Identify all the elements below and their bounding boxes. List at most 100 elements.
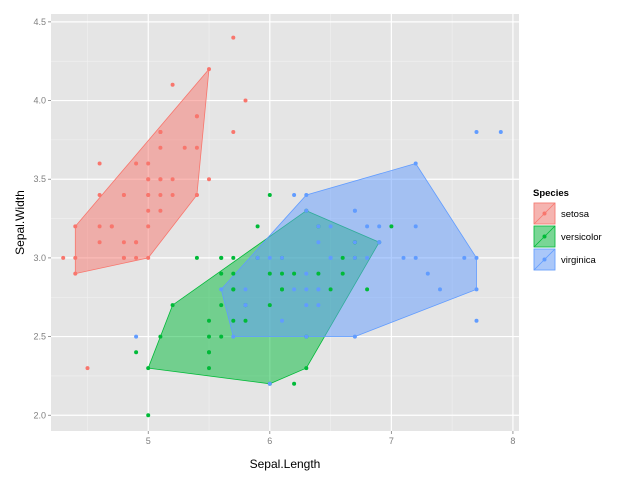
point-versicolor bbox=[316, 271, 321, 276]
point-virginica bbox=[292, 193, 297, 197]
y-tick-label: 3.5 bbox=[33, 174, 46, 184]
point-setosa bbox=[146, 208, 151, 213]
point-versicolor bbox=[231, 271, 236, 276]
point-versicolor bbox=[267, 271, 272, 276]
point-versicolor bbox=[231, 287, 236, 292]
point-setosa bbox=[158, 177, 163, 182]
legend-key-setosa bbox=[532, 201, 557, 226]
point-virginica bbox=[316, 240, 321, 245]
legend-label-setosa: setosa bbox=[561, 209, 590, 220]
point-versicolor bbox=[134, 350, 139, 355]
point-versicolor bbox=[267, 303, 272, 308]
legend-label-versicolor: versicolor bbox=[561, 232, 602, 243]
point-virginica bbox=[352, 240, 357, 245]
point-virginica bbox=[413, 161, 418, 166]
point-setosa bbox=[97, 193, 102, 197]
point-setosa bbox=[97, 161, 102, 166]
data-points bbox=[61, 35, 503, 418]
legend: Species setosa versicolor virginica bbox=[532, 188, 602, 272]
point-versicolor bbox=[207, 366, 211, 371]
point-setosa bbox=[158, 208, 163, 213]
y-axis-ticks: 2.0 2.5 3.0 3.5 4.0 4.5 bbox=[33, 17, 51, 420]
point-setosa bbox=[170, 193, 175, 197]
point-setosa bbox=[109, 224, 114, 229]
point-virginica bbox=[304, 334, 309, 339]
x-axis-title: Sepal.Length bbox=[250, 457, 321, 471]
point-versicolor bbox=[207, 334, 211, 339]
point-versicolor bbox=[158, 334, 163, 339]
point-virginica bbox=[219, 287, 224, 292]
point-setosa bbox=[121, 240, 126, 245]
point-virginica bbox=[365, 224, 370, 229]
point-versicolor bbox=[207, 318, 211, 323]
convex-hulls bbox=[74, 67, 477, 385]
point-virginica bbox=[280, 255, 284, 260]
point-setosa bbox=[231, 130, 236, 134]
point-versicolor bbox=[207, 350, 211, 355]
point-virginica bbox=[243, 287, 248, 292]
point-setosa bbox=[146, 255, 151, 260]
point-virginica bbox=[267, 381, 272, 386]
point-virginica bbox=[304, 193, 309, 197]
legend-label-virginica: virginica bbox=[561, 255, 597, 266]
point-virginica bbox=[328, 255, 333, 260]
point-versicolor bbox=[365, 287, 370, 292]
x-tick-label: 7 bbox=[389, 436, 394, 446]
point-setosa bbox=[146, 224, 151, 229]
point-versicolor bbox=[146, 413, 151, 418]
point-virginica bbox=[462, 255, 467, 260]
point-setosa bbox=[158, 193, 163, 197]
legend-title: Species bbox=[533, 188, 569, 199]
point-setosa bbox=[194, 114, 199, 119]
x-tick-label: 8 bbox=[510, 436, 515, 446]
legend-swatch-point bbox=[542, 257, 547, 262]
point-virginica bbox=[474, 255, 479, 260]
point-setosa bbox=[97, 240, 102, 245]
point-setosa bbox=[231, 35, 236, 40]
point-virginica bbox=[401, 255, 406, 260]
x-tick-label: 6 bbox=[267, 436, 272, 446]
y-tick-label: 2.0 bbox=[33, 410, 46, 420]
point-setosa bbox=[158, 130, 163, 134]
point-virginica bbox=[438, 287, 442, 292]
point-virginica bbox=[352, 208, 357, 213]
point-setosa bbox=[73, 271, 78, 276]
legend-key-virginica bbox=[532, 247, 557, 272]
point-setosa bbox=[97, 224, 102, 229]
point-versicolor bbox=[170, 303, 175, 308]
point-versicolor bbox=[219, 271, 224, 276]
point-setosa bbox=[85, 366, 90, 371]
point-virginica bbox=[474, 318, 479, 323]
point-versicolor bbox=[219, 255, 224, 260]
point-setosa bbox=[134, 240, 139, 245]
point-versicolor bbox=[280, 287, 284, 292]
point-versicolor bbox=[340, 271, 345, 276]
point-virginica bbox=[304, 303, 309, 308]
point-setosa bbox=[121, 255, 126, 260]
point-versicolor bbox=[146, 366, 151, 371]
point-virginica bbox=[413, 224, 418, 229]
y-axis-title: Sepal.Width bbox=[13, 190, 27, 255]
y-tick-label: 4.5 bbox=[33, 17, 46, 27]
point-virginica bbox=[255, 255, 260, 260]
point-setosa bbox=[134, 161, 139, 166]
point-versicolor bbox=[292, 381, 297, 386]
point-setosa bbox=[243, 98, 248, 103]
point-virginica bbox=[267, 255, 272, 260]
point-virginica bbox=[498, 130, 503, 134]
point-versicolor bbox=[219, 334, 224, 339]
point-virginica bbox=[316, 287, 321, 292]
point-virginica bbox=[474, 287, 479, 292]
point-setosa bbox=[158, 145, 163, 150]
point-versicolor bbox=[231, 255, 236, 260]
point-virginica bbox=[328, 224, 333, 229]
point-virginica bbox=[280, 318, 284, 323]
y-tick-label: 2.5 bbox=[33, 332, 46, 342]
point-virginica bbox=[365, 255, 370, 260]
point-virginica bbox=[304, 208, 309, 213]
point-versicolor bbox=[389, 224, 394, 229]
point-setosa bbox=[146, 193, 151, 197]
point-setosa bbox=[146, 177, 151, 182]
point-setosa bbox=[121, 193, 126, 197]
